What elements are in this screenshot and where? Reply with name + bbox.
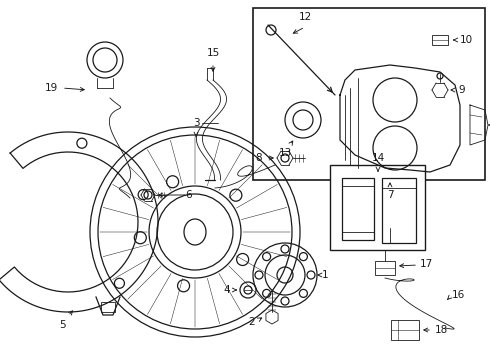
- Text: 8: 8: [255, 153, 262, 163]
- Bar: [101, 302, 115, 312]
- Text: 19: 19: [45, 83, 58, 93]
- Text: 16: 16: [452, 290, 465, 300]
- Bar: [330, 165, 425, 250]
- Text: 18: 18: [435, 325, 448, 335]
- Text: 2: 2: [248, 317, 255, 327]
- Text: 7: 7: [387, 190, 393, 200]
- Text: 12: 12: [298, 12, 312, 22]
- Text: 6: 6: [185, 190, 192, 200]
- Bar: [382, 178, 416, 243]
- Bar: [253, 8, 485, 180]
- Text: 1: 1: [322, 270, 329, 280]
- Text: 17: 17: [420, 259, 433, 269]
- Text: 14: 14: [371, 153, 385, 163]
- Bar: [432, 35, 448, 45]
- Text: 13: 13: [278, 148, 292, 158]
- Text: 4: 4: [223, 285, 230, 295]
- Bar: [375, 261, 395, 275]
- Text: 3: 3: [193, 118, 199, 128]
- Text: 9: 9: [458, 85, 465, 95]
- Text: 5: 5: [59, 320, 65, 330]
- Bar: [342, 178, 374, 240]
- Text: 10: 10: [460, 35, 473, 45]
- Text: 15: 15: [206, 48, 220, 58]
- Bar: [391, 320, 419, 340]
